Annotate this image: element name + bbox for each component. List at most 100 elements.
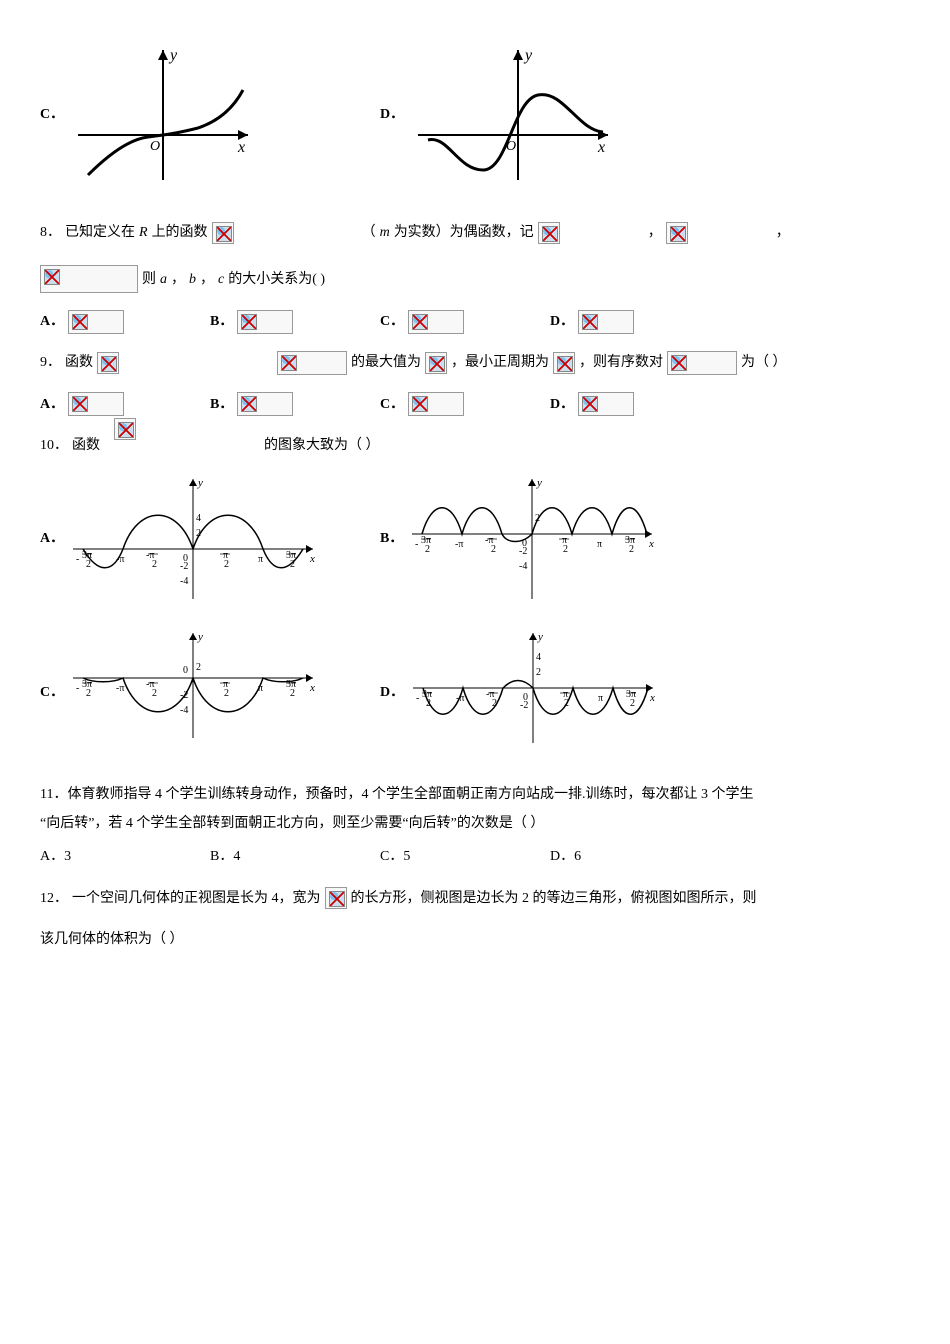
plot-d: x y 4 2 0 -2 -3π2 -π -π2 π2 π 3π2 bbox=[408, 628, 658, 758]
svg-text:y: y bbox=[536, 477, 542, 489]
q10-opt-c: C． bbox=[40, 680, 64, 705]
svg-text:y: y bbox=[537, 631, 543, 643]
q9-p5: 为（ ） bbox=[741, 350, 787, 375]
q10-opt-a: A． bbox=[40, 526, 64, 551]
broken-image-icon bbox=[425, 352, 447, 374]
broken-image-icon bbox=[325, 887, 347, 909]
plot-c: x y 2 0 -2 -4 -3π2 -π -π2 π2 π 3π2 bbox=[68, 628, 318, 758]
broken-image-icon bbox=[666, 222, 688, 244]
q11-block: 11．体育教师指导 4 个学生训练转身动作，预备时，4 个学生全部面朝正南方向站… bbox=[40, 782, 910, 870]
svg-text:2: 2 bbox=[491, 544, 496, 555]
q11-opt-b: B．4 bbox=[210, 844, 240, 869]
q11-opt-a: A．3 bbox=[40, 844, 71, 869]
q9-opt-d: D． bbox=[550, 392, 574, 417]
q9-options: A． B． C． D． bbox=[40, 392, 910, 417]
svg-text:-: - bbox=[416, 693, 419, 704]
q8-p5: 则 bbox=[142, 267, 156, 292]
svg-text:x: x bbox=[309, 553, 315, 565]
broken-image-icon bbox=[578, 310, 634, 334]
q8-b: b bbox=[189, 267, 196, 292]
q9-p2: 的最大值为 bbox=[351, 350, 421, 375]
q8-p6: 的大小关系为( ) bbox=[228, 267, 325, 292]
broken-image-icon bbox=[277, 351, 347, 375]
svg-text:-π: -π bbox=[455, 539, 463, 550]
q10-line: 10． 函数 的图象大致为（ ） bbox=[40, 433, 910, 458]
svg-text:y: y bbox=[197, 477, 203, 489]
svg-text:x: x bbox=[309, 682, 315, 694]
q12-line2: 该几何体的体积为（ ） bbox=[40, 927, 910, 952]
q8-line2: 则 a ， b ， c 的大小关系为( ) bbox=[40, 265, 910, 293]
svg-text:2: 2 bbox=[86, 559, 91, 570]
q8-options: A． B． C． D． bbox=[40, 309, 910, 334]
q8-R: R bbox=[139, 220, 148, 245]
svg-text:-π: -π bbox=[116, 683, 124, 694]
q9-p4: ，则有序数对 bbox=[579, 350, 663, 375]
q9-opt-c: C． bbox=[380, 392, 404, 417]
graph-c-cubic: y x O bbox=[68, 40, 258, 190]
broken-image-icon bbox=[408, 392, 464, 416]
svg-text:4: 4 bbox=[196, 513, 201, 524]
q8-line1: 8． 已知定义在 R 上的函数 （ m 为实数）为偶函数，记 ， ， bbox=[40, 220, 910, 245]
svg-text:2: 2 bbox=[290, 688, 295, 699]
q10-p1: 函数 bbox=[72, 433, 100, 458]
q10-opt-d: D． bbox=[380, 680, 404, 705]
svg-text:-: - bbox=[76, 683, 79, 694]
svg-text:-2: -2 bbox=[519, 546, 527, 557]
graph-d-cubic: y x O bbox=[408, 40, 618, 190]
svg-text:2: 2 bbox=[425, 544, 430, 555]
q8-comma1: ， bbox=[648, 220, 662, 245]
svg-text:2: 2 bbox=[86, 688, 91, 699]
q10-p2: 的图象大致为（ ） bbox=[264, 433, 380, 458]
q9-p1: 函数 bbox=[65, 350, 93, 375]
q10-row-ab: A． x y 0 4 2 -2 -4 -3π2 -π -π2 π2 π 3π2 bbox=[40, 474, 910, 604]
svg-text:y: y bbox=[168, 47, 178, 64]
broken-image-icon bbox=[237, 310, 293, 334]
svg-text:2: 2 bbox=[629, 544, 634, 555]
broken-image-icon bbox=[578, 392, 634, 416]
q9-line: 9． 函数 的最大值为 ，最小正周期为 ，则有序数对 为（ ） bbox=[40, 350, 910, 375]
svg-text:2: 2 bbox=[224, 559, 229, 570]
q8-p2: 上的函数 bbox=[152, 220, 208, 245]
q12-p3: 该几何体的体积为（ ） bbox=[40, 932, 184, 947]
q11-opt-d: D．6 bbox=[550, 844, 581, 869]
q8-p4: 为实数）为偶函数，记 bbox=[394, 220, 534, 245]
q7-options-cd: C． y x O D． y x O bbox=[40, 40, 910, 190]
opt-d-label: D． bbox=[380, 102, 404, 127]
plot-a: x y 0 4 2 -2 -4 -3π2 -π -π2 π2 π 3π2 bbox=[68, 474, 318, 604]
broken-image-icon bbox=[408, 310, 464, 334]
q11-num: 11． bbox=[40, 787, 67, 802]
svg-text:π: π bbox=[258, 554, 263, 565]
q8-opt-a: A． bbox=[40, 309, 64, 334]
q9-opt-a: A． bbox=[40, 392, 64, 417]
svg-text:π: π bbox=[598, 693, 603, 704]
q8-c1: ， bbox=[171, 267, 185, 292]
opt-c-label: C． bbox=[40, 102, 64, 127]
svg-text:-4: -4 bbox=[180, 576, 188, 587]
q8-opt-b: B． bbox=[210, 309, 233, 334]
broken-image-icon bbox=[237, 392, 293, 416]
svg-text:y: y bbox=[523, 47, 533, 64]
svg-text:-4: -4 bbox=[519, 561, 527, 572]
svg-text:x: x bbox=[649, 692, 655, 704]
svg-text:4: 4 bbox=[536, 652, 541, 663]
broken-image-icon bbox=[68, 310, 124, 334]
svg-text:-2: -2 bbox=[180, 561, 188, 572]
svg-text:y: y bbox=[197, 631, 203, 643]
q11-text1: 体育教师指导 4 个学生训练转身动作，预备时，4 个学生全部面朝正南方向站成一排… bbox=[67, 787, 753, 802]
svg-text:x: x bbox=[648, 538, 654, 550]
svg-text:2: 2 bbox=[630, 698, 635, 709]
q8-opt-c: C． bbox=[380, 309, 404, 334]
svg-text:2: 2 bbox=[563, 544, 568, 555]
q9-opt-b: B． bbox=[210, 392, 233, 417]
q10-row-cd: C． x y 2 0 -2 -4 -3π2 -π -π2 π2 π 3π2 D． bbox=[40, 628, 910, 758]
svg-text:2: 2 bbox=[536, 667, 541, 678]
q8-p1: 已知定义在 bbox=[65, 220, 135, 245]
q8-comma2: ， bbox=[776, 220, 790, 245]
q11-options: A．3 B．4 C．5 D．6 bbox=[40, 844, 910, 869]
svg-text:-2: -2 bbox=[520, 700, 528, 711]
q10-num: 10． bbox=[40, 433, 68, 458]
broken-image-icon bbox=[538, 222, 560, 244]
plot-b: x y 0 2 -2 -4 -3π2 -π -π2 π2 π 3π2 bbox=[407, 474, 657, 604]
q8-num: 8． bbox=[40, 220, 61, 245]
q11-opt-c: C．5 bbox=[380, 844, 410, 869]
